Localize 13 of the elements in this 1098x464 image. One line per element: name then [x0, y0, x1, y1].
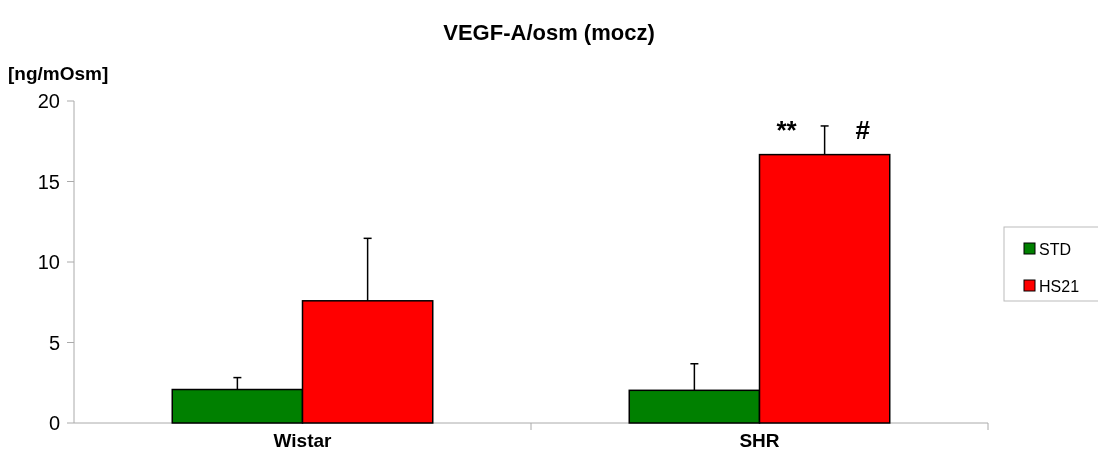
x-tick-label: Wistar [273, 430, 333, 451]
x-tick-label: SHR [739, 430, 780, 451]
y-tick-label: 5 [48, 331, 60, 354]
y-tick-label: 20 [37, 90, 60, 112]
y-tick-label: 10 [37, 251, 60, 273]
y-axis-title: [ng/mOsm] [8, 63, 109, 84]
annotation: ** [776, 115, 798, 145]
y-tick-label: 15 [37, 170, 60, 193]
annotation: # [855, 115, 871, 145]
chart-title: VEGF-A/osm (mocz) [443, 20, 655, 45]
y-tick-label: 0 [48, 412, 60, 434]
legend-label: STD [1039, 240, 1071, 258]
legend-label: HS21 [1039, 277, 1080, 295]
